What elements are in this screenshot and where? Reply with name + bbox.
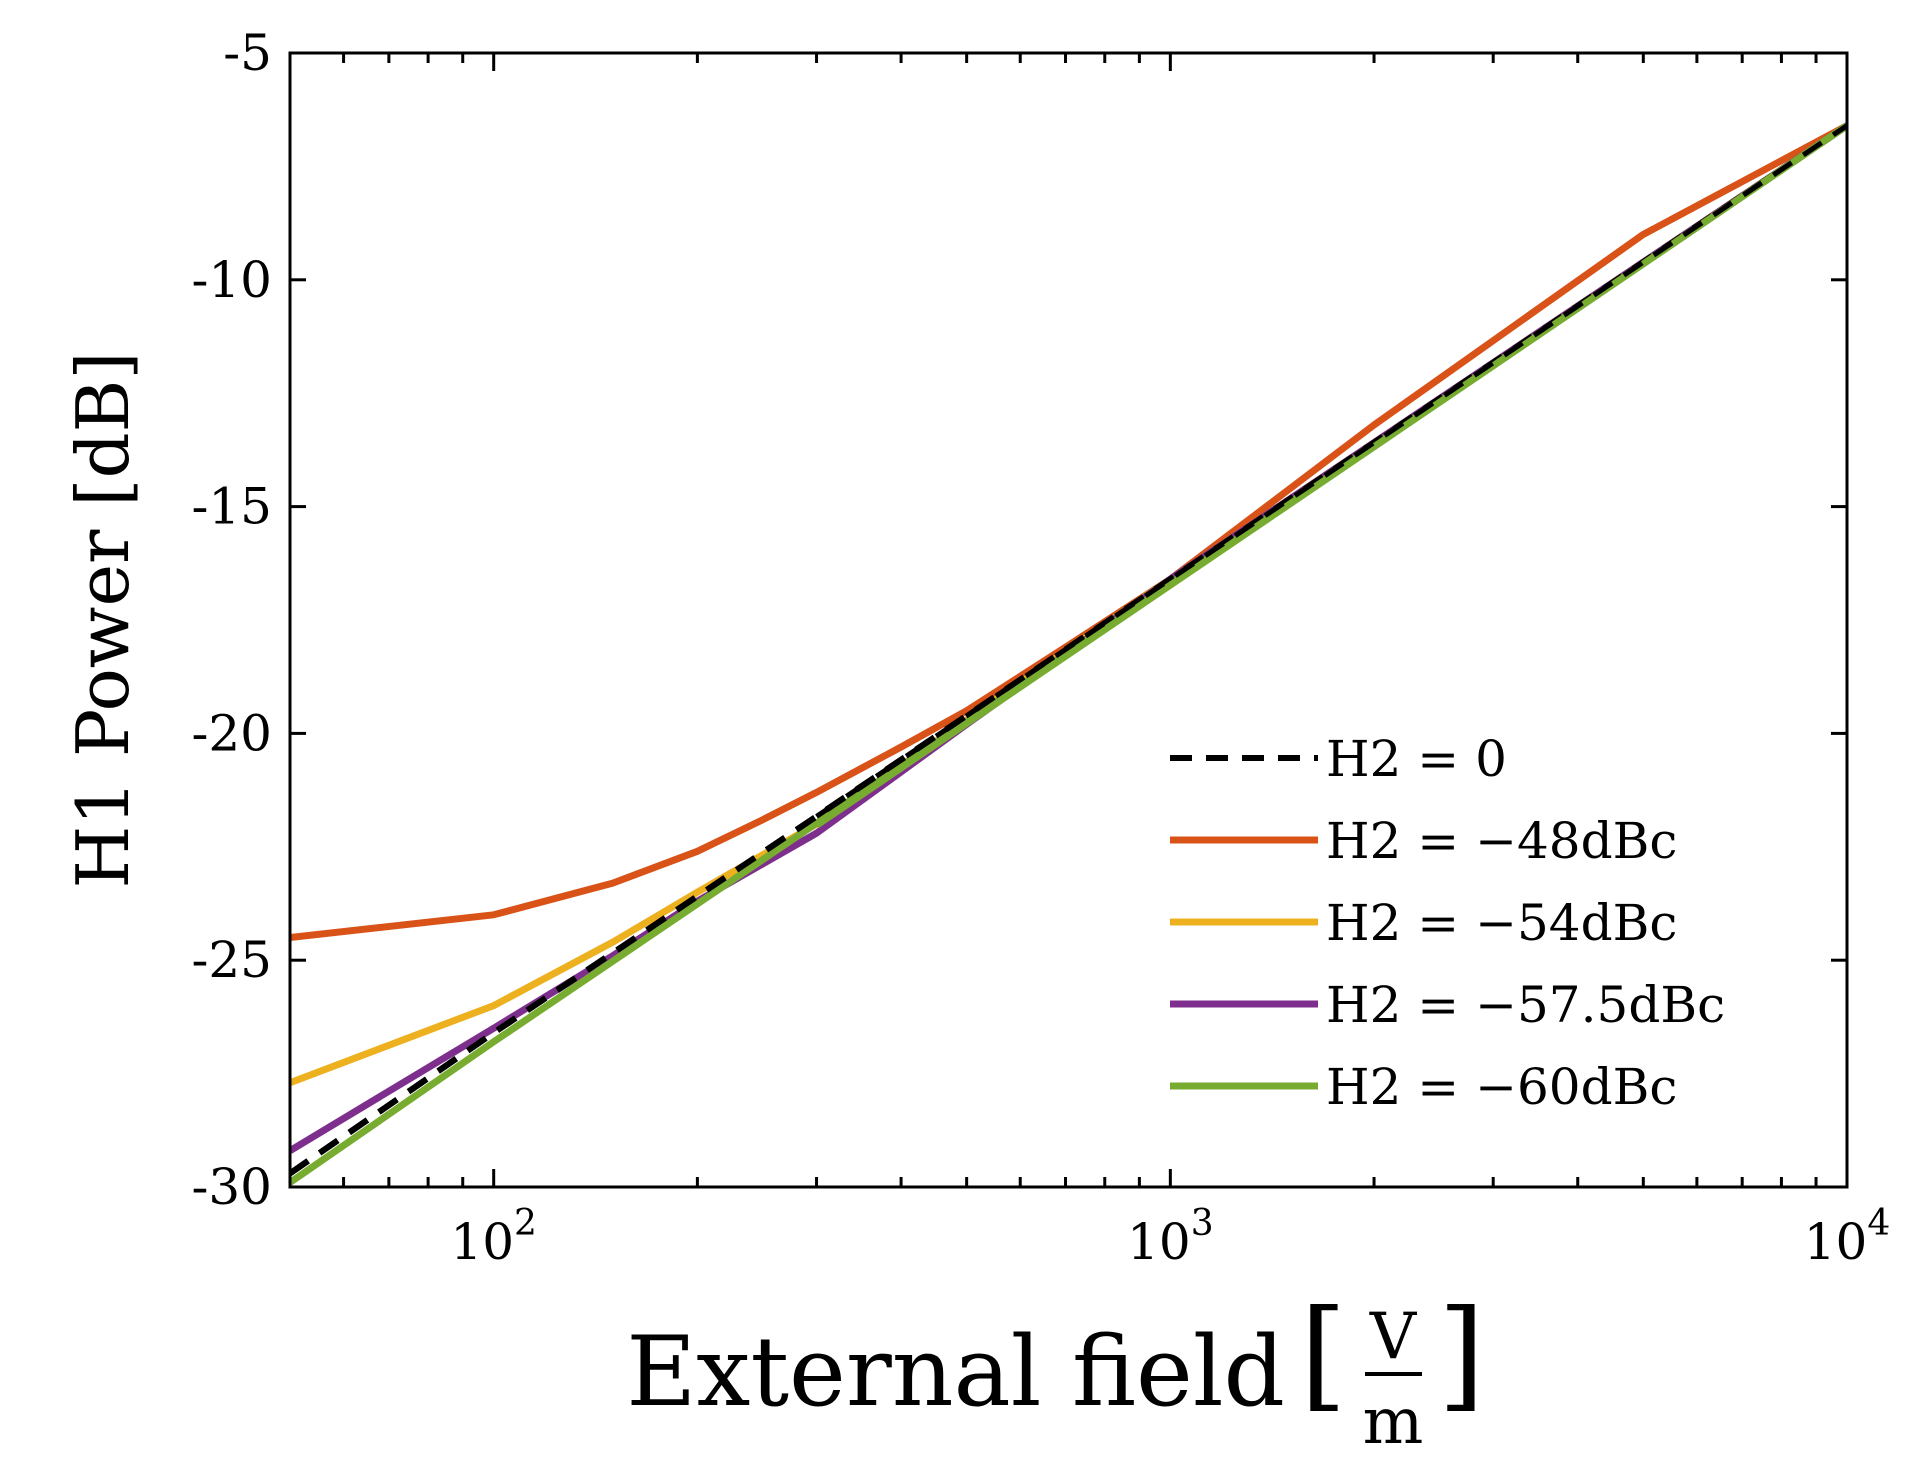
x-axis-label: External field [ V m ] bbox=[626, 1285, 1485, 1459]
axis-ticks bbox=[288, 51, 1849, 1189]
x-tick-label: 103 bbox=[1127, 1203, 1214, 1271]
y-tick-label: -5 bbox=[223, 24, 272, 82]
series-line-0-top bbox=[815, 123, 1847, 819]
y-tick-labels: -30 -25 -20 -15 -10 -5 bbox=[191, 24, 272, 1216]
series-line-1 bbox=[290, 122, 1847, 941]
legend-label: H2 = −48dBc bbox=[1326, 812, 1677, 870]
x-axis-bracket-left: [ bbox=[1300, 1285, 1347, 1424]
legend-label: H2 = −60dBc bbox=[1326, 1058, 1677, 1116]
series-lines bbox=[290, 122, 1847, 1186]
x-axis-unit-denominator: m bbox=[1363, 1385, 1424, 1459]
x-axis-label-text: External field bbox=[626, 1316, 1285, 1428]
legend-label: H2 = −57.5dBc bbox=[1326, 976, 1725, 1034]
y-tick-label: -15 bbox=[191, 478, 272, 536]
y-tick-label: -10 bbox=[191, 251, 272, 309]
legend-label: H2 = 0 bbox=[1326, 730, 1507, 788]
y-tick-label: -25 bbox=[191, 931, 272, 989]
plot-frame bbox=[288, 51, 1849, 1189]
legend-label: H2 = −54dBc bbox=[1326, 894, 1677, 952]
x-tick-label: 104 bbox=[1804, 1203, 1891, 1271]
x-tick-label: 102 bbox=[450, 1203, 537, 1271]
x-axis-bracket-right: ] bbox=[1438, 1285, 1485, 1424]
x-tick-labels: 102 103 104 bbox=[450, 1203, 1890, 1271]
y-tick-label: -30 bbox=[191, 1158, 272, 1216]
y-tick-label: -20 bbox=[191, 704, 272, 762]
y-axis-label: H1 Power [dB] bbox=[61, 351, 145, 888]
x-axis-unit-numerator: V bbox=[1369, 1300, 1418, 1374]
series-line-4-top bbox=[814, 122, 1847, 829]
legend: H2 = 0 H2 = −48dBc H2 = −54dBc H2 = −57.5dB… bbox=[1170, 730, 1725, 1116]
